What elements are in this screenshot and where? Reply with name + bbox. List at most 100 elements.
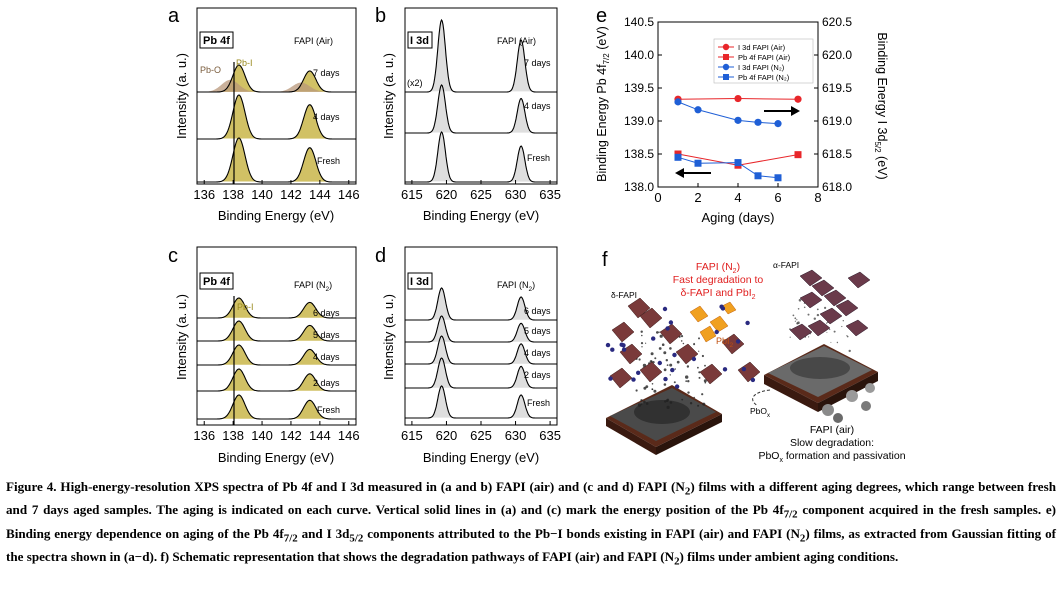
particle	[798, 298, 802, 302]
data-point	[734, 159, 742, 167]
peak-fill	[220, 395, 258, 419]
element-label: I 3d	[410, 35, 429, 47]
particle	[645, 385, 649, 388]
x-ticks: 615 620 625 630 635	[401, 421, 561, 443]
tick-label: 140	[251, 428, 273, 443]
particle	[658, 331, 660, 333]
substrate-air	[764, 344, 878, 412]
particle	[698, 350, 700, 352]
particle	[816, 313, 820, 317]
air-subtitle-2: PbOx formation and passivation	[758, 450, 905, 464]
element-label: Pb 4f	[203, 35, 230, 47]
peak-fill	[430, 288, 453, 320]
spectrum-line	[197, 344, 356, 366]
molecule-dot	[665, 326, 670, 331]
particle	[829, 328, 831, 331]
data-point	[754, 172, 762, 180]
particle	[693, 396, 695, 399]
molecule-dot	[722, 367, 728, 372]
tick-label: 620	[436, 187, 458, 202]
tick-label: 142	[280, 428, 302, 443]
aging-label: 4 days	[313, 112, 340, 122]
tick-label: 618.0	[822, 180, 852, 194]
particle	[666, 364, 669, 366]
spectrum-line	[197, 94, 356, 140]
spectrum-line	[405, 385, 557, 419]
peak-fill	[291, 373, 328, 391]
peak-label-pbo: Pb-O	[200, 65, 221, 75]
particle	[697, 366, 699, 369]
particle	[653, 389, 657, 393]
element-box	[407, 272, 433, 290]
legend-box	[713, 38, 814, 84]
x-ticks: 136 138 140 142 144 146	[193, 180, 360, 202]
tick-label: 138.0	[624, 180, 654, 194]
particle	[687, 380, 690, 383]
molecule-dot	[691, 356, 697, 362]
particle	[701, 354, 705, 358]
particle	[640, 342, 644, 345]
element-label: I 3d	[410, 276, 429, 288]
particle	[689, 402, 693, 405]
molecule-dot	[674, 384, 680, 389]
pbox-arrow	[752, 389, 771, 407]
spectra	[197, 64, 356, 183]
scale-note: (x2)	[407, 78, 423, 88]
particle	[698, 337, 700, 340]
particle	[643, 386, 647, 390]
x-ticks: 136 138 140 142 144 146	[193, 421, 360, 443]
molecule-dot	[608, 376, 613, 381]
peak-fill	[220, 369, 258, 391]
tick-label: 619.0	[822, 114, 852, 128]
spectrum-line	[197, 297, 356, 319]
aging-label: 2 days	[524, 370, 551, 380]
particle	[641, 334, 643, 337]
tick-label: 620.0	[822, 48, 852, 62]
tick-label: 140.0	[624, 48, 654, 62]
tick-label: 136	[193, 187, 215, 202]
particle	[841, 325, 843, 328]
particle	[826, 322, 828, 324]
panel-letter: a	[168, 5, 180, 27]
particle	[663, 383, 667, 386]
spectrum-line	[197, 368, 356, 392]
condition-label: FAPI (Air)	[294, 36, 333, 46]
aging-label: 4 days	[313, 352, 340, 362]
particle	[640, 403, 643, 405]
particle	[651, 360, 653, 362]
particle	[665, 399, 669, 402]
x-axis-label: Binding Energy (eV)	[218, 450, 334, 465]
x-axis-label: Binding Energy (eV)	[218, 208, 334, 223]
particle	[637, 403, 642, 407]
particle	[848, 349, 851, 353]
tick-label: 2	[694, 190, 701, 205]
data-point	[794, 95, 802, 103]
peak-fill	[291, 349, 328, 365]
spectrum-line	[405, 18, 557, 93]
molecule-dot	[663, 376, 668, 382]
particle	[808, 336, 810, 338]
pbox-label: PbOx	[750, 406, 770, 419]
peak-fill	[430, 132, 453, 182]
legend-marker	[723, 54, 729, 60]
tick-label: 142	[280, 187, 302, 202]
oxygen-spheres	[822, 383, 875, 423]
particle	[641, 346, 643, 348]
particle	[682, 342, 685, 345]
panel-letter: e	[596, 5, 607, 27]
molecule-dot	[657, 360, 662, 366]
peak-label-pbi: Pb-I	[237, 302, 254, 312]
particle	[669, 374, 671, 376]
tick-label: 136	[193, 428, 215, 443]
particle	[833, 330, 836, 333]
particle	[663, 351, 667, 355]
molecule-dot	[750, 377, 756, 383]
peak-fill	[220, 95, 258, 139]
peak-fill	[430, 386, 453, 418]
particle	[697, 404, 700, 407]
tick-label: 144	[309, 187, 331, 202]
particle	[702, 402, 706, 406]
molecule-dot	[720, 306, 726, 311]
tick-label: 138	[222, 187, 244, 202]
molecule-dot	[610, 347, 615, 352]
